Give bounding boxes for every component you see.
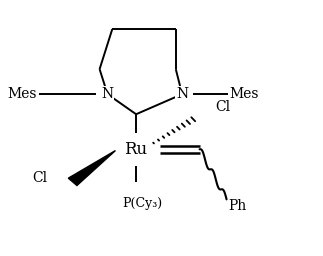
Text: Cl: Cl [32,171,47,185]
Text: Mes: Mes [7,87,36,101]
Text: Mes: Mes [229,87,259,101]
Polygon shape [68,151,115,186]
Text: Ru: Ru [125,141,148,158]
Text: N: N [101,87,114,101]
Text: Ph: Ph [229,199,247,213]
Text: N: N [176,87,188,101]
Text: P(Cy₃): P(Cy₃) [122,197,162,210]
Text: Cl: Cl [215,100,231,114]
